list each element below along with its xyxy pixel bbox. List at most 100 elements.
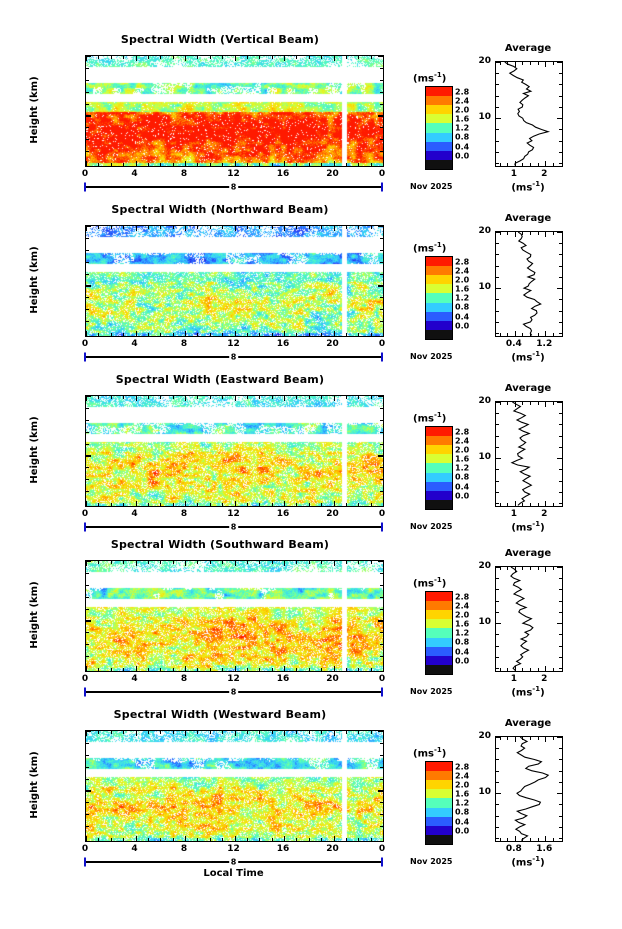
time-tick-minor-top — [147, 396, 149, 399]
height-tick-minor — [380, 814, 383, 816]
colorbar-tick-label: 1.6 — [455, 114, 470, 124]
time-tick-major — [333, 666, 335, 671]
time-tick-minor-top — [123, 396, 125, 399]
time-tick-minor-top — [160, 396, 162, 399]
time-tick-minor — [296, 163, 298, 166]
time-tick-minor — [197, 838, 199, 841]
average-height-tick-minor — [496, 759, 499, 761]
colorbar-segment — [426, 628, 452, 638]
average-x-tick-minor-top — [522, 232, 524, 235]
average-x-tick — [545, 331, 547, 336]
height-tick-minor — [380, 79, 383, 81]
time-tick-minor — [308, 333, 310, 336]
time-tick-minor-top — [370, 226, 372, 229]
average-x-tick-minor — [522, 668, 524, 671]
average-height-tick-minor — [496, 491, 499, 493]
time-tick-major — [284, 331, 286, 336]
average-x-tick-top — [545, 62, 547, 67]
time-tick-minor — [209, 838, 211, 841]
time-tick-minor-top — [197, 396, 199, 399]
average-height-tick-minor — [559, 73, 562, 75]
average-height-tick-label: 10 — [478, 112, 491, 123]
average-profile-plot — [495, 401, 563, 507]
time-tick-minor — [160, 668, 162, 671]
height-axis-label: Height (km) — [29, 416, 40, 484]
average-height-tick-minor — [559, 265, 562, 267]
time-tick-major-top — [185, 561, 187, 566]
date-span-cap — [84, 687, 86, 697]
average-x-tick-label: 0.8 — [505, 844, 522, 854]
average-height-tick-minor — [559, 645, 562, 647]
time-tick-minor — [358, 333, 360, 336]
height-tick-minor — [86, 151, 89, 153]
colorbar-tick-label: 2.4 — [455, 266, 470, 276]
time-tick-minor-top — [308, 396, 310, 399]
time-tick-major — [234, 161, 236, 166]
average-height-tick-label: 10 — [478, 282, 491, 293]
time-tick-minor-top — [110, 396, 112, 399]
time-tick-minor — [160, 838, 162, 841]
average-unit-label: (ms-1) — [511, 685, 544, 698]
time-tick-minor — [246, 668, 248, 671]
date-span-cap — [381, 857, 383, 867]
time-tick-minor-top — [197, 226, 199, 229]
time-tick-minor — [370, 163, 372, 166]
time-tick-minor-top — [370, 396, 372, 399]
average-height-tick — [557, 402, 562, 404]
average-height-tick-label: 10 — [478, 617, 491, 628]
unit-base: (ms — [413, 748, 434, 760]
date-day-label: 8 — [228, 687, 239, 697]
average-x-tick-top — [514, 62, 517, 67]
average-x-tick-minor-top — [522, 567, 524, 570]
height-tick-major — [378, 285, 383, 287]
time-tick-minor-top — [271, 731, 273, 734]
average-height-tick-minor — [559, 770, 562, 772]
time-tick-minor-top — [172, 561, 174, 564]
height-tick-major — [378, 226, 383, 228]
height-tick-minor — [380, 584, 383, 586]
time-tick-minor — [321, 163, 323, 166]
spectrogram-canvas — [86, 396, 383, 506]
time-tick-minor — [110, 333, 112, 336]
time-tick-minor-top — [296, 56, 298, 59]
time-tick-label: 0 — [81, 844, 89, 854]
time-tick-label: 0 — [378, 674, 386, 684]
average-panel-title: Average — [504, 718, 552, 729]
time-tick-minor — [123, 503, 125, 506]
average-x-tick-minor — [530, 333, 532, 336]
time-tick-major — [383, 666, 384, 671]
average-x-tick-top — [514, 402, 517, 407]
height-tick-major — [378, 620, 383, 622]
time-tick-minor-top — [296, 731, 298, 734]
average-height-tick-minor — [559, 503, 562, 505]
time-tick-minor-top — [259, 561, 261, 564]
average-x-tick-minor — [499, 163, 501, 166]
time-tick-minor-top — [259, 731, 261, 734]
colorbar-segment — [426, 427, 452, 437]
height-tick-major — [86, 115, 91, 117]
average-height-tick — [557, 288, 562, 290]
average-x-tick-minor — [552, 838, 554, 841]
height-tick-minor — [86, 261, 89, 263]
colorbar-tick-label: 2.0 — [455, 610, 470, 620]
average-x-tick-minor — [522, 838, 524, 841]
time-tick-minor — [209, 333, 211, 336]
unit-close: ) — [441, 748, 447, 760]
average-x-tick-minor — [552, 503, 554, 506]
colorbar-tick-label: 2.4 — [455, 436, 470, 446]
unit-exponent: -1 — [532, 855, 541, 863]
average-height-tick-minor — [559, 781, 562, 783]
average-height-tick-minor — [496, 129, 499, 131]
colorbar-tick-label: 2.0 — [455, 275, 470, 285]
time-tick-minor — [308, 668, 310, 671]
time-tick-minor — [296, 668, 298, 671]
time-tick-label: 16 — [276, 169, 290, 179]
average-x-tick-minor-top — [499, 402, 501, 405]
time-tick-minor — [172, 163, 174, 166]
height-tick-minor — [380, 273, 383, 275]
time-tick-minor — [222, 668, 224, 671]
time-tick-minor — [209, 163, 211, 166]
time-tick-minor — [123, 838, 125, 841]
